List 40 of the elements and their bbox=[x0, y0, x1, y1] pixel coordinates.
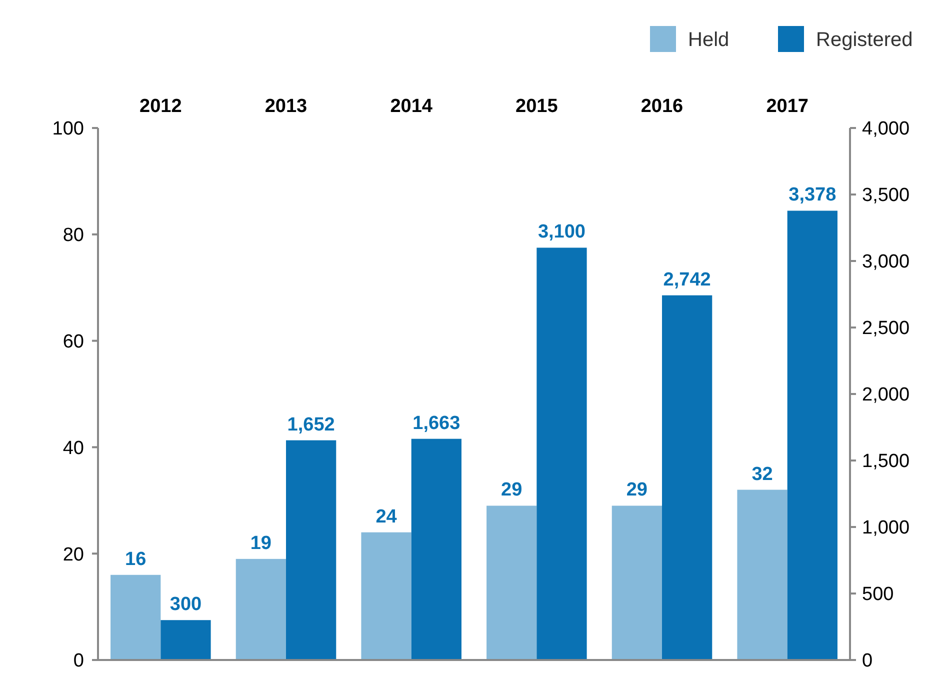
data-label: 3,100 bbox=[538, 222, 586, 243]
data-label: 29 bbox=[626, 480, 648, 501]
bar bbox=[662, 295, 712, 660]
data-label: 3,378 bbox=[788, 184, 836, 206]
y2-tick-label: 3,000 bbox=[862, 252, 910, 273]
data-label: 19 bbox=[250, 532, 272, 554]
x-tick-label: 2016 bbox=[640, 96, 684, 117]
y2-tick-label: 0 bbox=[862, 650, 873, 672]
data-label: 29 bbox=[501, 480, 522, 501]
legend-label: Registered bbox=[816, 29, 913, 51]
data-label: 16 bbox=[125, 548, 146, 570]
data-label: 1,652 bbox=[287, 414, 335, 436]
y-tick-label: 20 bbox=[62, 544, 84, 566]
data-label: 32 bbox=[752, 464, 773, 485]
bar bbox=[286, 440, 336, 660]
bar bbox=[787, 210, 838, 660]
y2-tick-label: 1,000 bbox=[862, 518, 910, 539]
x-tick-label: 2013 bbox=[264, 96, 308, 117]
y-tick-label: 60 bbox=[62, 331, 84, 352]
x-tick-label: 2015 bbox=[516, 96, 558, 117]
y-tick-label: 80 bbox=[62, 225, 84, 246]
bar bbox=[536, 248, 587, 660]
data-label: 300 bbox=[170, 594, 202, 616]
data-label: 2,742 bbox=[663, 269, 711, 290]
x-tick-label: 2017 bbox=[766, 96, 808, 117]
y2-tick-label: 3,500 bbox=[862, 185, 910, 206]
y2-tick-label: 500 bbox=[862, 584, 894, 606]
data-label: 24 bbox=[376, 506, 398, 528]
data-label: 1,663 bbox=[412, 412, 460, 434]
y-tick-label: 0 bbox=[73, 650, 84, 672]
y-tick-label: 40 bbox=[62, 438, 84, 459]
x-tick-label: 2014 bbox=[390, 96, 433, 117]
y2-tick-label: 4,000 bbox=[862, 118, 910, 140]
legend-label: Held bbox=[688, 29, 730, 51]
y-tick-label: 100 bbox=[52, 118, 84, 140]
x-tick-label: 2012 bbox=[140, 96, 182, 117]
y2-tick-label: 2,500 bbox=[862, 318, 910, 340]
y2-tick-label: 1,500 bbox=[862, 451, 910, 472]
y2-tick-label: 2,000 bbox=[862, 384, 910, 406]
bar bbox=[110, 574, 161, 660]
